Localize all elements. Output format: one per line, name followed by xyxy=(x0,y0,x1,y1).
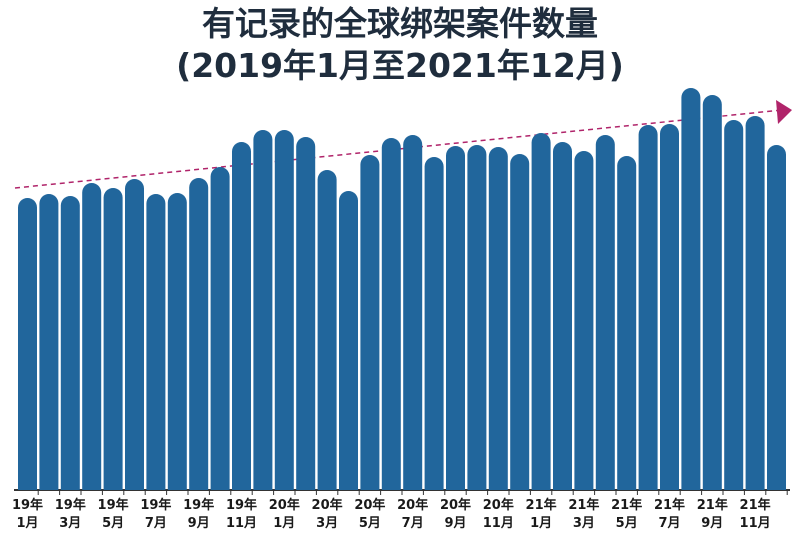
bar xyxy=(531,133,551,490)
bar xyxy=(403,135,423,490)
x-tick-label: 19年 1月 xyxy=(11,498,44,531)
bar xyxy=(574,151,594,490)
bar xyxy=(638,125,658,490)
trend-line xyxy=(14,109,783,189)
bar xyxy=(82,183,102,491)
bar xyxy=(446,146,465,490)
bar xyxy=(189,178,209,491)
bar xyxy=(681,88,701,490)
x-tick-label: 19年 11月 xyxy=(225,498,258,531)
bar xyxy=(745,116,765,490)
bar xyxy=(18,198,37,490)
bar xyxy=(595,135,615,490)
x-tick-label: 20年 5月 xyxy=(354,498,386,531)
bar xyxy=(125,179,144,490)
bar xyxy=(146,194,166,490)
bar xyxy=(424,157,444,490)
bar xyxy=(317,170,337,490)
x-tick-label: 19年 3月 xyxy=(54,498,86,531)
bar xyxy=(660,124,679,490)
x-tick-label: 21年 9月 xyxy=(696,498,728,531)
x-tick-label: 20年 3月 xyxy=(311,498,343,531)
x-tick-label: 19年 7月 xyxy=(140,498,172,531)
bar xyxy=(60,196,80,490)
bar xyxy=(167,193,187,490)
x-tick-label: 20年 7月 xyxy=(397,498,429,531)
x-tick-label: 20年 1月 xyxy=(268,498,300,531)
bar xyxy=(339,191,358,490)
chart-title: 有记录的全球绑架案件数量 xyxy=(202,4,598,43)
bar xyxy=(253,130,273,490)
x-tick-label: 21年 1月 xyxy=(525,498,557,531)
bar xyxy=(381,138,401,490)
x-tick-label: 20年 9月 xyxy=(439,498,472,531)
trend-arrow xyxy=(776,100,792,124)
bar xyxy=(553,142,572,490)
bar xyxy=(510,154,530,490)
x-tick-label: 21年 3月 xyxy=(568,498,600,531)
bar xyxy=(767,145,786,491)
bar xyxy=(617,156,637,490)
x-tick-label: 21年 7月 xyxy=(653,498,686,531)
bar xyxy=(103,188,123,490)
bar xyxy=(724,120,744,491)
x-tick-label: 19年 9月 xyxy=(183,498,215,531)
x-tick-label: 20年 11月 xyxy=(482,498,514,531)
bar xyxy=(210,167,230,490)
bar xyxy=(360,155,380,490)
bar xyxy=(467,145,487,491)
x-tick-label: 21年 11月 xyxy=(739,498,771,531)
chart-subtitle: (2019年1月至2021年12月) xyxy=(176,46,624,85)
bar xyxy=(39,194,59,490)
bar xyxy=(296,137,316,490)
bar xyxy=(232,142,251,490)
bar xyxy=(488,147,508,490)
bar xyxy=(274,130,294,490)
x-tick-label: 19年 5月 xyxy=(97,498,129,531)
bar xyxy=(702,95,722,490)
x-tick-label: 21年 5月 xyxy=(611,498,643,531)
